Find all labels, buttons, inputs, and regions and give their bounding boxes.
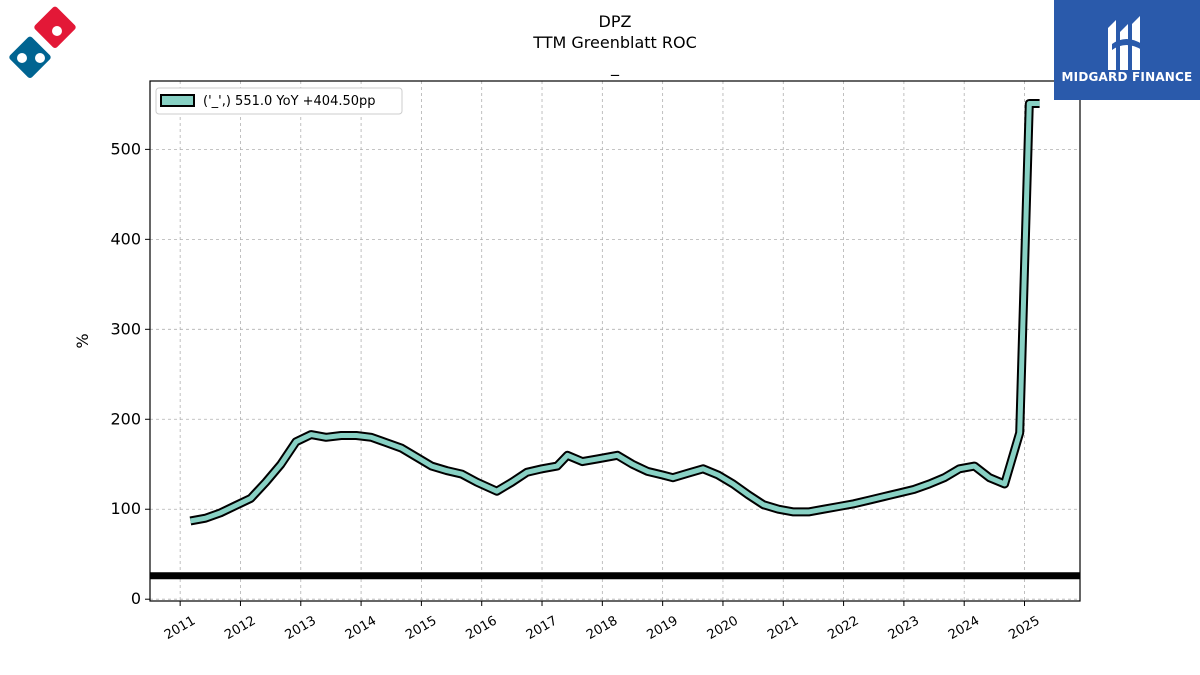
series-line-outline [189,99,1040,526]
x-tick-label: 2020 [705,613,741,643]
y-tick-label: 400 [110,229,141,248]
y-tick-label: 0 [131,589,141,608]
x-tick-label: 2021 [765,613,801,643]
legend-series-label: ('_',) 551.0 YoY +404.50pp [203,94,376,109]
chart-subtitle-line-2: _ [610,57,620,77]
x-tick-label: 2019 [644,613,680,643]
dominos-logo-icon [9,6,76,78]
x-tick-label: 2022 [825,613,861,643]
series-line [189,101,1040,524]
chart-title: DPZ [599,12,632,31]
brand-name: MIDGARD FINANCE [1061,70,1193,84]
plot-frame [149,80,1081,602]
y-tick-labels: 0 100 200 300 400 500 [110,139,141,608]
x-tick-label: 2016 [464,613,500,643]
grid-lines [150,81,1080,601]
x-tick-labels: 2011 2012 2013 2014 2015 2016 2017 2018 2019 2020… [162,613,1043,643]
legend-swatch [160,94,195,107]
y-tick-label: 100 [110,499,141,518]
legend-frame [155,87,403,115]
y-tick-label: 500 [110,139,141,158]
y-axis-label: % [73,333,92,348]
y-tick-label: 300 [110,319,141,338]
x-tick-label: 2023 [886,613,922,643]
x-tick-label: 2013 [283,613,319,643]
x-tick-label: 2012 [222,613,258,643]
legend: ('_',) 551.0 YoY +404.50pp [155,87,403,115]
x-tick-label: 2017 [524,613,560,643]
x-tick-label: 2011 [162,613,198,643]
midgard-logo-icon [1054,0,1200,100]
x-tick-label: 2025 [1006,613,1042,643]
x-tick-label: 2024 [946,613,982,643]
x-tick-label: 2014 [343,613,379,643]
axes [145,80,1081,606]
chart-subtitle: TTM Greenblatt ROC [532,33,697,52]
series-layer [189,99,1040,526]
x-tick-label: 2018 [584,613,620,643]
x-tick-label: 2015 [403,613,439,643]
midgard-finance-watermark: MIDGARD FINANCE [1054,0,1200,100]
y-tick-label: 200 [110,409,141,428]
